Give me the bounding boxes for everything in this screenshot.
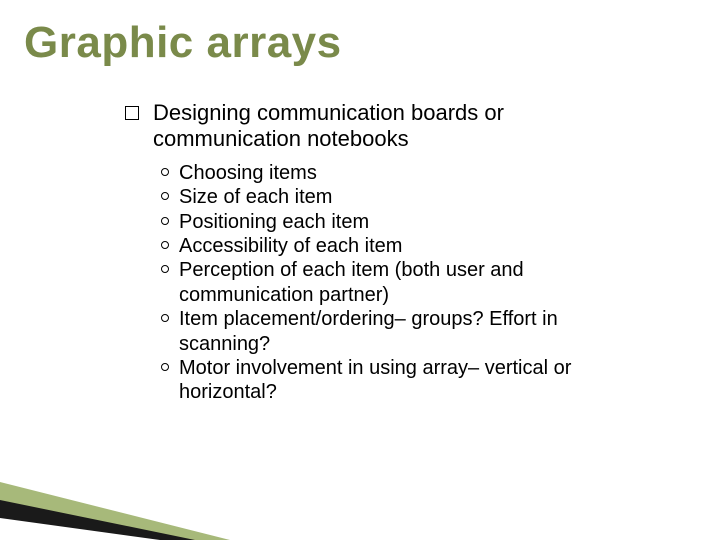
level2-text: Item placement/ordering– groups? Effort … — [179, 308, 558, 354]
level2-item: Item placement/ordering– groups? Effort … — [161, 307, 590, 356]
circle-bullet-icon — [161, 363, 169, 371]
circle-bullet-icon — [161, 217, 169, 225]
level2-item: Perception of each item (both user and c… — [161, 258, 590, 307]
level2-text: Accessibility of each item — [179, 235, 402, 257]
circle-bullet-icon — [161, 192, 169, 200]
slide-title: Graphic arrays — [24, 18, 342, 68]
level2-item: Choosing items — [161, 161, 590, 185]
decorative-wedge-white — [0, 518, 160, 540]
circle-bullet-icon — [161, 241, 169, 249]
slide-body: Designing communication boards or commun… — [125, 100, 590, 405]
level2-text: Choosing items — [179, 162, 317, 184]
level2-text: Perception of each item (both user and c… — [179, 259, 524, 305]
slide: Graphic arrays Designing communication b… — [0, 0, 720, 540]
level2-text: Size of each item — [179, 186, 332, 208]
level2-text: Motor involvement in using array– vertic… — [179, 357, 571, 403]
circle-bullet-icon — [161, 168, 169, 176]
circle-bullet-icon — [161, 314, 169, 322]
level2-text: Positioning each item — [179, 211, 369, 233]
circle-bullet-icon — [161, 265, 169, 273]
level2-item: Accessibility of each item — [161, 234, 590, 258]
level2-list: Choosing items Size of each item Positio… — [161, 161, 590, 405]
level2-item: Size of each item — [161, 185, 590, 209]
level2-item: Motor involvement in using array– vertic… — [161, 356, 590, 405]
level1-item: Designing communication boards or commun… — [125, 100, 590, 153]
square-bullet-icon — [125, 106, 139, 120]
level1-text: Designing communication boards or commun… — [153, 100, 504, 151]
level2-item: Positioning each item — [161, 210, 590, 234]
